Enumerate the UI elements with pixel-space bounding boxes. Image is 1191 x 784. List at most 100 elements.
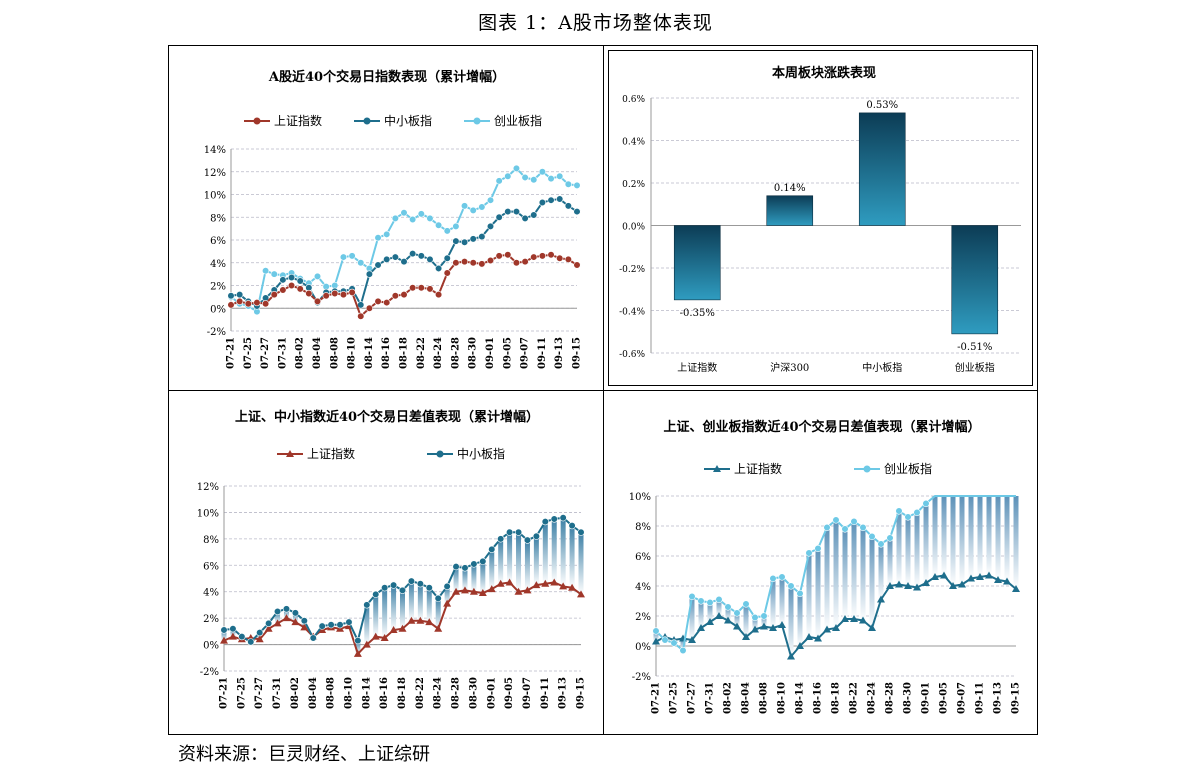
diff-bar (923, 503, 929, 583)
x-tick-label: 08-04 (312, 337, 323, 369)
x-tick-label: 08-02 (723, 682, 734, 714)
shanghai-point (487, 585, 496, 593)
x-tick-label: 09-15 (1011, 682, 1022, 714)
diff-bar (977, 496, 983, 577)
diff-bar (507, 532, 513, 583)
diff-bar (453, 566, 459, 592)
shanghai-point (564, 255, 572, 263)
chinext-point (504, 172, 512, 180)
smallmid-point (227, 292, 235, 300)
x-tick-label: 09-01 (485, 337, 496, 369)
diff-bar (734, 613, 740, 627)
shanghai-point (362, 640, 371, 648)
smallmid-point (300, 617, 308, 625)
smallmid-point (512, 207, 521, 216)
legend-label: 上证指数 (274, 113, 322, 128)
chinext-point (913, 508, 921, 517)
bar (858, 112, 906, 226)
diff-bar (941, 496, 947, 576)
shanghai-point (339, 291, 348, 299)
smallmid-point (469, 235, 477, 243)
x-tick-label: 08-18 (399, 337, 410, 369)
smallmid-point (538, 198, 547, 207)
smallmid-point (532, 532, 540, 540)
y-tick-label: -2% (207, 327, 226, 338)
shanghai-point (389, 626, 398, 634)
shanghai-point (706, 618, 714, 625)
chinext-point (895, 507, 903, 515)
diff-bar (932, 496, 938, 577)
chinext-point (573, 181, 581, 189)
bar-chart-weekly: 本周板块涨跌表现 -0.6% -0.4% -0.2% 0.0% 0.2% 0.4% 0.6% -… (619, 65, 1021, 374)
panel-index-performance: A股近40个交易日指数表现（累计增幅） -2% 0% 2% 4% 6% 8% 10% 12% 14… (169, 46, 604, 391)
shanghai-point (460, 586, 469, 594)
shanghai-point (452, 587, 461, 595)
chinext-point (435, 221, 443, 229)
shanghai-point (550, 578, 559, 586)
smallmid-point (426, 255, 434, 263)
x-tick-label: 08-02 (295, 337, 306, 369)
smallmid-point (425, 584, 433, 592)
bar (951, 225, 999, 335)
shanghai-point (300, 623, 309, 631)
smallmid-point (282, 605, 291, 613)
diff-bar (551, 519, 557, 583)
chinext-point (495, 177, 503, 185)
diff-bar (770, 578, 776, 628)
smallmid-point (478, 232, 486, 241)
diff-bar (400, 590, 405, 629)
smallmid-point (296, 277, 304, 285)
legend-marker (253, 117, 261, 125)
y-tick-label: 2% (203, 614, 219, 625)
diff-bar (221, 630, 227, 641)
smallmid-point (514, 528, 523, 536)
smallmid-point (495, 213, 503, 221)
data-label: 0.14% (774, 183, 806, 194)
x-tick-label: 09-11 (975, 682, 986, 714)
y-tick-label: -2% (632, 672, 651, 683)
x-tick-label: 08-10 (347, 337, 358, 369)
chart-title: 上证、中小指数近40个交易日差值表现（累计增幅） (235, 409, 539, 425)
x-tick-label: 07-21 (226, 337, 237, 369)
diff-bar (283, 608, 289, 619)
shanghai-point (568, 583, 577, 591)
diff-bar (533, 536, 539, 586)
y-tick-label: 2% (210, 282, 226, 293)
shanghai-point (255, 635, 264, 643)
shanghai-point (652, 637, 660, 645)
shanghai-point (504, 251, 512, 259)
source-note: 资料来源：巨灵财经、上证综研 (178, 744, 430, 765)
chinext-point (348, 252, 356, 260)
legend-marker (863, 465, 871, 473)
smallmid-point (521, 214, 529, 222)
panel-diff-chinext: 上证、创业板指数近40个交易日差值表现（累计增幅） -2% 0% 2% 4% 6% 8% 10… (604, 391, 1037, 734)
chinext-point (383, 230, 391, 238)
y-tick-label: 0% (635, 642, 651, 653)
smallmid-point (365, 270, 373, 278)
shanghai-point (478, 260, 486, 268)
x-tick-label: 07-27 (254, 677, 265, 709)
x-tick-label: 08-22 (416, 337, 427, 369)
line-chart-index: A股近40个交易日指数表现（累计增幅） -2% 0% 2% 4% 6% 8% 10% 12% 14… (204, 69, 583, 369)
x-tick-label: 09-11 (540, 677, 551, 709)
shanghai-point (287, 281, 296, 290)
smallmid-point (309, 634, 317, 642)
shanghai-point (261, 300, 270, 308)
smallmid-point (506, 528, 514, 536)
diff-bar (480, 561, 486, 594)
shanghai-point (220, 636, 228, 644)
x-tick-label: 08-08 (759, 682, 770, 714)
shanghai-point (715, 612, 723, 619)
diff-bar (489, 549, 495, 590)
diff-bar (833, 520, 839, 628)
x-tick-label: 08-04 (308, 677, 319, 709)
chinext-point (409, 215, 417, 224)
shanghai-point (291, 618, 300, 626)
x-tick-label: 08-02 (290, 677, 301, 709)
smallmid-point (327, 621, 335, 629)
chart-title: 上证、创业板指数近40个交易日差值表现（累计增幅） (663, 419, 980, 435)
smallmid-point (577, 528, 585, 536)
panel-weekly-sector: 本周板块涨跌表现 -0.6% -0.4% -0.2% 0.0% 0.2% 0.4% 0.6% -… (604, 46, 1037, 391)
x-category-label: 上证指数 (677, 361, 717, 374)
legend-marker (286, 450, 294, 457)
